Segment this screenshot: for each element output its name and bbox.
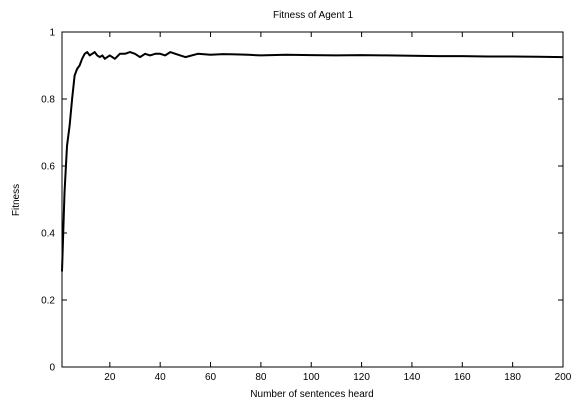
y-tick-label: 0.6 — [41, 162, 55, 173]
x-tick-label: 60 — [205, 372, 217, 383]
x-tick-label: 120 — [353, 372, 370, 383]
x-tick-label: 20 — [104, 372, 116, 383]
axis-tick-labels: 20 40 60 80 100 120 140 160 180 200 0 0.2 0.4 0.6 0.8 1 — [41, 28, 572, 384]
plot-frame — [61, 31, 564, 368]
x-tick-label: 180 — [504, 372, 521, 383]
x-tick-label: 140 — [404, 372, 421, 383]
x-tick-label: 160 — [454, 372, 471, 383]
y-tick-label: 0.8 — [41, 95, 55, 106]
series-line — [61, 51, 564, 272]
axis-ticks — [62, 31, 564, 368]
chart-title: Fitness of Agent 1 — [273, 10, 353, 21]
x-tick-label: 80 — [255, 372, 267, 383]
y-tick-label: 1 — [49, 28, 55, 39]
x-tick-label: 40 — [155, 372, 167, 383]
x-tick-label: 100 — [303, 372, 320, 383]
y-tick-label: 0.2 — [41, 296, 55, 307]
series-layer — [61, 51, 564, 272]
y-tick-label: 0 — [49, 363, 55, 374]
y-axis-label: Fitness — [11, 184, 22, 216]
x-axis-label: Number of sentences heard — [250, 389, 373, 400]
y-tick-label: 0.4 — [41, 229, 55, 240]
x-tick-label: 200 — [555, 372, 572, 383]
